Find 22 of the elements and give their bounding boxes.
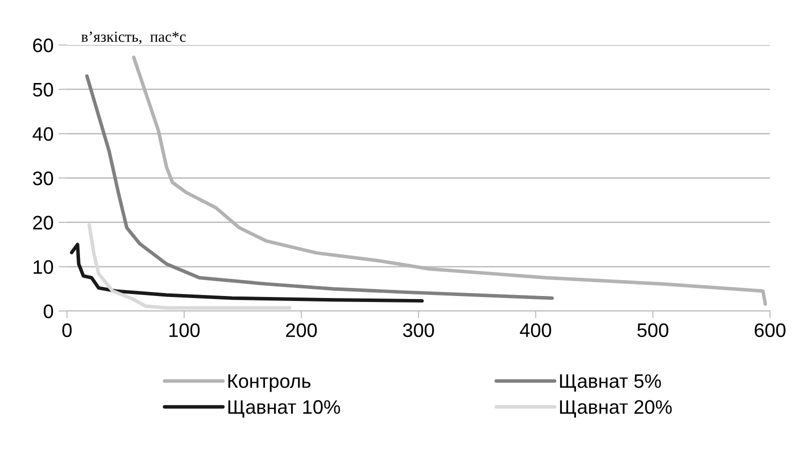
legend-label: Контроль [228, 374, 310, 392]
x-tick-label: 600 [754, 323, 786, 338]
x-tick-label: 400 [520, 323, 552, 338]
x-tick-label: 0 [62, 323, 72, 338]
line-series [85, 74, 554, 300]
legend-label: Щавнат 20% [560, 400, 672, 418]
y-tick-label: 60 [33, 38, 54, 52]
y-tick-label: 10 [34, 260, 54, 274]
line-series [70, 242, 424, 303]
legend-label: Щавнат 10% [228, 400, 340, 418]
y-tick-label: 40 [32, 127, 54, 141]
x-tick-label: 100 [169, 323, 200, 338]
x-tick-label: 300 [403, 323, 434, 338]
legend-label: Щавнат 5% [560, 374, 661, 392]
y-axis-title: в’язкість, пас*с [81, 32, 186, 44]
y-tick-label: 0 [44, 304, 54, 318]
x-tick-label: 500 [637, 323, 668, 338]
y-tick-label: 50 [32, 82, 54, 97]
x-tick-label: 200 [286, 323, 317, 338]
line-series [88, 223, 292, 310]
y-tick-label: 20 [33, 216, 54, 230]
y-tick-label: 30 [32, 171, 54, 186]
